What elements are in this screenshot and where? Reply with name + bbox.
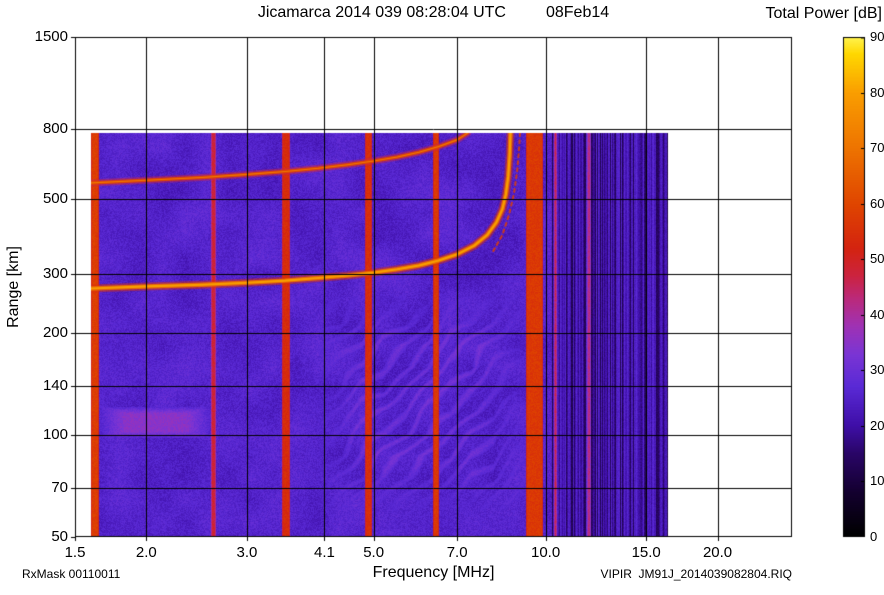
x-axis-label: Frequency [MHz] [372, 564, 495, 581]
cb-tick-50: 50 [870, 251, 884, 267]
x-tick-7: 7.0 [446, 544, 468, 561]
x-tick-15: 15.0 [631, 544, 661, 561]
cb-tick-60: 60 [870, 195, 884, 211]
x-tick-3: 3.0 [236, 544, 258, 561]
x-tick-20: 20.0 [702, 544, 733, 561]
chart-title-row: Jicamarca 2014 039 08:28:04 UTC 08Feb14 [75, 4, 792, 22]
cb-tick-40: 40 [870, 306, 884, 322]
cb-tick-80: 80 [870, 84, 884, 100]
cb-tick-90: 90 [870, 29, 884, 44]
y-axis-label: Range [km] [5, 246, 22, 328]
y-tick-50: 50 [51, 528, 68, 545]
chart-title: Jicamarca 2014 039 08:28:04 UTC [257, 4, 506, 21]
cb-tick-70: 70 [870, 140, 884, 156]
colorbar-title: Total Power [dB] [765, 5, 883, 22]
file-annotation: VIPIR JM91J_2014039082804.RIQ [600, 567, 792, 581]
x-tick-10: 10.0 [530, 544, 561, 561]
cb-tick-0: 0 [870, 529, 878, 544]
cb-tick-30: 30 [870, 362, 884, 378]
y-tick-1500: 1500 [34, 28, 68, 45]
cb-tick-10: 10 [870, 473, 884, 489]
cb-tick-20: 20 [870, 417, 884, 433]
y-tick-500: 500 [42, 189, 68, 207]
y-tick-70: 70 [51, 478, 68, 496]
y-tick-100: 100 [42, 426, 68, 444]
x-tick-5: 5.0 [363, 544, 385, 561]
x-tick-1-5: 1.5 [64, 544, 86, 561]
y-tick-800: 800 [42, 120, 68, 138]
rxmask-annotation: RxMask 00110011 [22, 567, 121, 581]
x-tick-4-1: 4.1 [313, 544, 335, 561]
y-tick-200: 200 [42, 324, 68, 342]
chart-date: 08Feb14 [545, 4, 610, 21]
y-tick-300: 300 [42, 264, 68, 282]
x-tick-2: 2.0 [135, 544, 157, 561]
y-tick-140: 140 [42, 376, 68, 394]
